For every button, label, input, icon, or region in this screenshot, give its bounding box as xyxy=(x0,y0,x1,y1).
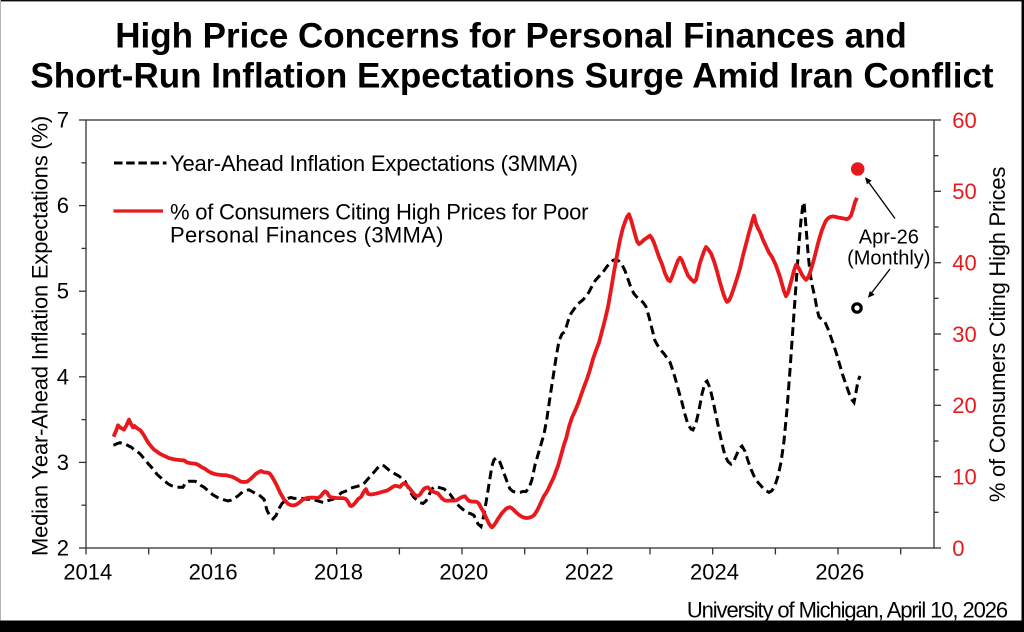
svg-text:Apr-26: Apr-26 xyxy=(859,226,919,248)
svg-text:Year-Ahead Inflation Expectati: Year-Ahead Inflation Expectations (3MMA) xyxy=(170,151,578,176)
svg-text:40: 40 xyxy=(952,251,976,276)
svg-text:5: 5 xyxy=(57,279,69,304)
svg-text:(Monthly): (Monthly) xyxy=(847,248,930,270)
svg-text:Median Year-Ahead Inflation Ex: Median Year-Ahead Inflation Expectations… xyxy=(28,116,53,556)
svg-text:30: 30 xyxy=(952,322,976,347)
svg-text:2024: 2024 xyxy=(690,560,739,585)
svg-text:High Price Concerns for Person: High Price Concerns for Personal Finance… xyxy=(115,17,907,56)
svg-text:10: 10 xyxy=(952,465,976,490)
svg-text:0: 0 xyxy=(952,536,964,561)
svg-text:% of Consumers Citing High Pri: % of Consumers Citing High Prices for Po… xyxy=(170,200,588,225)
svg-text:Personal Finances (3MMA): Personal Finances (3MMA) xyxy=(170,223,444,248)
svg-text:% of Consumers Citing High Pri: % of Consumers Citing High Prices xyxy=(985,167,1010,503)
svg-text:7: 7 xyxy=(57,108,69,133)
svg-text:2014: 2014 xyxy=(63,560,112,585)
svg-text:2016: 2016 xyxy=(189,560,238,585)
svg-text:2018: 2018 xyxy=(314,560,363,585)
svg-text:4: 4 xyxy=(57,364,69,389)
svg-text:University of Michigan, April: University of Michigan, April 10, 2026 xyxy=(687,598,1008,623)
svg-text:50: 50 xyxy=(952,179,976,204)
svg-text:60: 60 xyxy=(952,108,976,133)
svg-text:2020: 2020 xyxy=(439,560,488,585)
svg-text:2022: 2022 xyxy=(565,560,614,585)
svg-text:Short-Run Inflation Expectatio: Short-Run Inflation Expectations Surge A… xyxy=(30,57,994,96)
svg-text:20: 20 xyxy=(952,393,976,418)
svg-text:2026: 2026 xyxy=(815,560,864,585)
svg-text:6: 6 xyxy=(57,193,69,218)
svg-text:2: 2 xyxy=(57,536,69,561)
svg-text:3: 3 xyxy=(57,450,69,475)
